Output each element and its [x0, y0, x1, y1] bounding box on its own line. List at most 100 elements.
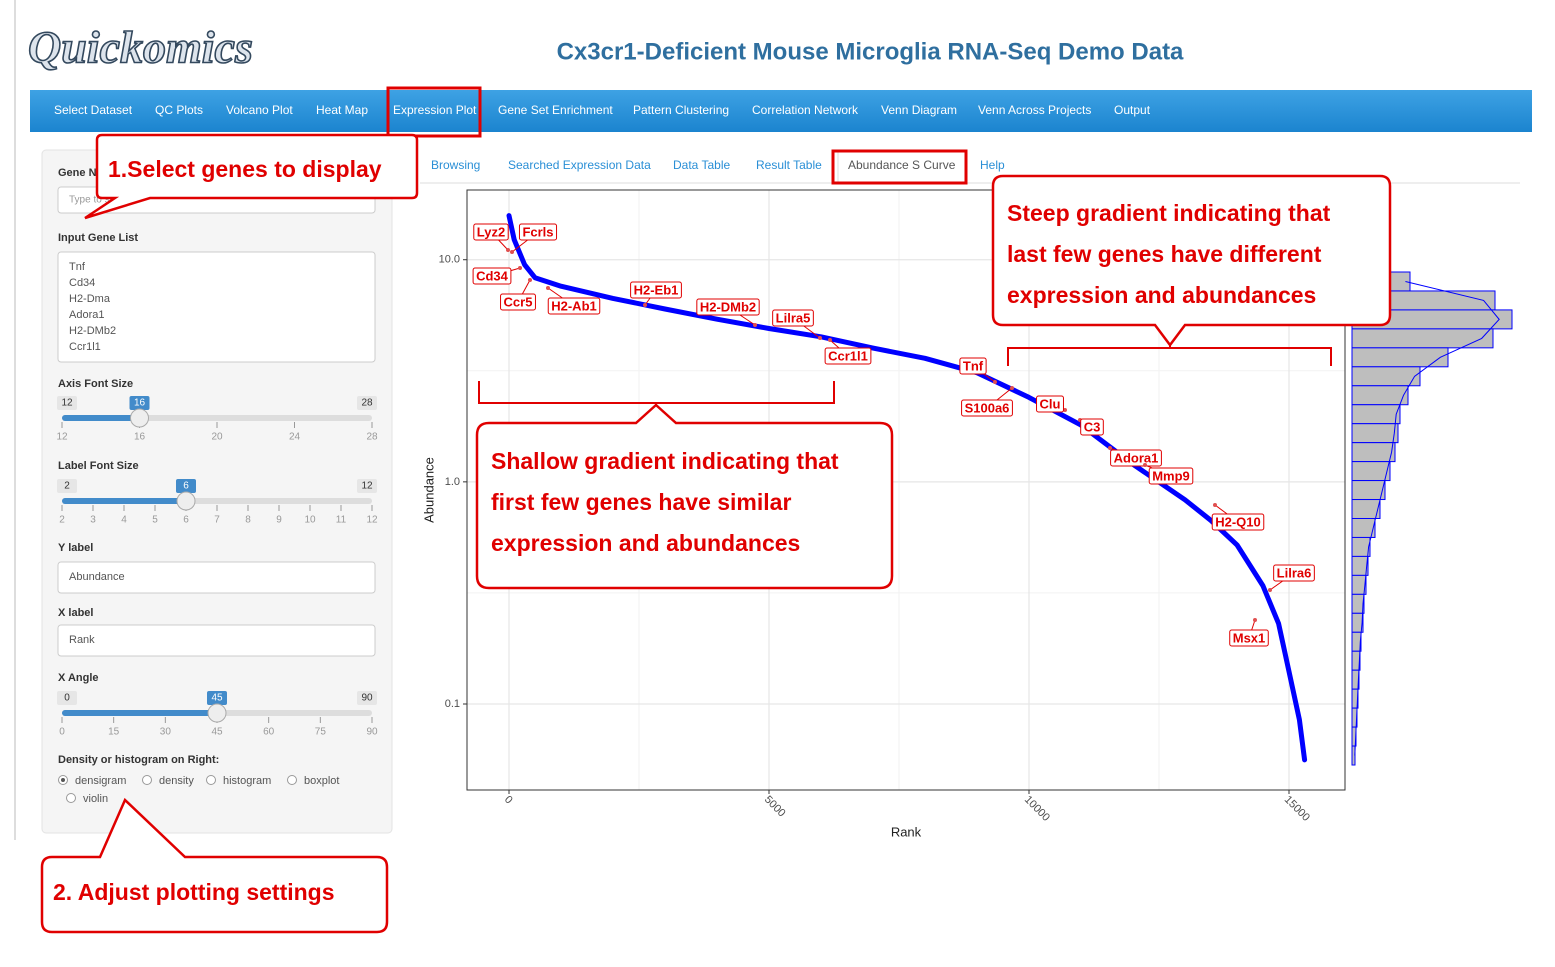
slider-tick-label: 45 [211, 727, 223, 738]
slider-tick-label: 90 [366, 727, 378, 738]
value-box [176, 479, 196, 493]
x-tick-label: 10000 [1022, 794, 1052, 824]
slider-min: 12 [61, 398, 73, 409]
callout-text: expression and abundances [1007, 282, 1316, 308]
label-point [546, 286, 550, 290]
label-point [518, 266, 522, 270]
x-tick-label: 5000 [762, 794, 788, 820]
slider-min: 2 [64, 481, 70, 492]
slider-tick-label: 30 [160, 727, 172, 738]
slider-tick-label: 3 [90, 515, 96, 526]
input-value: Abundance [69, 571, 125, 583]
subtab[interactable]: Browsing [431, 158, 480, 172]
gene-label-box [1211, 513, 1265, 531]
text-input[interactable] [57, 624, 376, 657]
slider-value: 6 [183, 481, 189, 492]
gene-label: H2-Eb1 [634, 282, 679, 297]
radio-label: boxplot [304, 775, 339, 787]
subtab[interactable]: Searched Expression Data [508, 158, 651, 172]
callout-text: expression and abundances [491, 530, 800, 556]
gene-label: H2-Q10 [1215, 514, 1261, 529]
radio[interactable] [142, 775, 152, 785]
slider-handle[interactable] [207, 703, 227, 723]
slider-value: 16 [134, 398, 146, 409]
input-value: Rank [69, 634, 95, 646]
label-point [753, 323, 757, 327]
highlight-box [386, 86, 482, 138]
label-point [643, 303, 647, 307]
nav-tab[interactable]: Output [1114, 103, 1151, 117]
callout-text: first few genes have similar [491, 489, 791, 515]
gene-label-box [1148, 467, 1194, 485]
field-label: Density or histogram on Right: [58, 754, 219, 766]
slider-tick-label: 16 [134, 432, 146, 443]
nav-tab[interactable]: Volcano Plot [226, 103, 293, 117]
nav-tab[interactable]: Venn Diagram [881, 103, 957, 117]
gene-label: Clu [1040, 396, 1061, 411]
callout-text: last few genes have different [1007, 241, 1322, 267]
slider-tick-label: 0 [59, 727, 65, 738]
label-point [506, 248, 510, 252]
nav-tab[interactable]: Pattern Clustering [633, 103, 729, 117]
slider-tick-label: 75 [315, 727, 327, 738]
slider-fill [62, 415, 140, 421]
radio[interactable] [66, 793, 76, 803]
histogram-bar [1351, 745, 1356, 766]
radio[interactable] [206, 775, 216, 785]
label-point [528, 278, 532, 282]
gene-label-box [1036, 395, 1064, 413]
radio[interactable] [287, 775, 297, 785]
nav-tab[interactable]: QC Plots [155, 103, 203, 117]
density-curve [1354, 281, 1500, 756]
gene-list-item: H2-DMb2 [69, 325, 116, 337]
gene-label: Mmp9 [1152, 468, 1190, 483]
label-point [1108, 446, 1112, 450]
callout-text: 1.Select genes to display [108, 156, 382, 182]
plot-border [466, 189, 1346, 791]
label-point [1010, 386, 1014, 390]
label-point [1268, 588, 1272, 592]
gene-list-item: Ccr1l1 [69, 341, 101, 353]
slider-tick-label: 24 [289, 432, 301, 443]
slider-tick-label: 2 [59, 515, 65, 526]
min-box [57, 479, 77, 493]
subtab[interactable]: Result Table [756, 158, 822, 172]
nav-tab[interactable]: Venn Across Projects [978, 103, 1091, 117]
subtab[interactable]: Help [980, 158, 1005, 172]
subtab[interactable]: Abundance S Curve [848, 158, 956, 172]
label-point [993, 380, 997, 384]
label-point [828, 338, 832, 342]
gene-label-box [1273, 564, 1315, 582]
logo: Quickomics [28, 22, 253, 73]
max-box [357, 396, 377, 410]
slider-tick-label: 7 [214, 515, 220, 526]
slider-tick-label: 28 [366, 432, 378, 443]
subtab[interactable]: Data Table [673, 158, 730, 172]
gene-label-box [696, 298, 760, 316]
slider-tick-label: 12 [366, 515, 378, 526]
field-label: X Angle [58, 672, 99, 684]
callout-box [40, 797, 389, 934]
nav-tab[interactable]: Heat Map [316, 103, 368, 117]
gene-list-input[interactable] [57, 251, 376, 363]
nav-tab[interactable]: Correlation Network [752, 103, 859, 117]
gene-label: S100a6 [965, 400, 1010, 415]
nav-tab[interactable]: Expression Plot [393, 103, 477, 117]
gene-label-box [824, 347, 872, 365]
slider-handle[interactable] [130, 408, 149, 428]
text-input[interactable] [57, 561, 376, 594]
histogram-bar [1351, 385, 1409, 406]
nav-tab[interactable]: Select Dataset [54, 103, 133, 117]
slider-tick-label: 20 [211, 432, 223, 443]
histogram-bar [1351, 347, 1449, 368]
slider-handle[interactable] [176, 491, 196, 511]
histogram-bar [1351, 404, 1401, 425]
histogram-bar [1351, 461, 1391, 482]
callout-text: 2. Adjust plotting settings [53, 879, 335, 905]
field-label: Axis Font Size [58, 378, 133, 390]
value-box [207, 691, 227, 705]
label-point [818, 336, 822, 340]
highlight-box [831, 149, 968, 185]
nav-tab[interactable]: Gene Set Enrichment [498, 103, 613, 117]
callout-box [991, 174, 1392, 348]
